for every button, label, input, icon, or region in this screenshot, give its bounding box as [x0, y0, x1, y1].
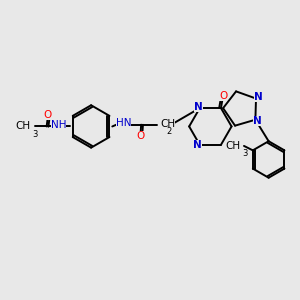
Text: N: N	[254, 92, 263, 102]
Text: O: O	[136, 131, 145, 141]
Text: N: N	[194, 102, 203, 112]
Text: N: N	[254, 116, 262, 126]
Text: O: O	[219, 91, 227, 101]
Text: CH: CH	[225, 141, 241, 151]
Text: N: N	[193, 140, 202, 150]
Text: NH: NH	[51, 120, 66, 130]
Text: 3: 3	[32, 130, 37, 139]
Text: CH: CH	[160, 119, 175, 129]
Text: 3: 3	[242, 149, 248, 158]
Text: HN: HN	[116, 118, 131, 128]
Text: CH: CH	[15, 122, 30, 131]
Text: 2: 2	[167, 127, 172, 136]
Text: O: O	[44, 110, 52, 120]
